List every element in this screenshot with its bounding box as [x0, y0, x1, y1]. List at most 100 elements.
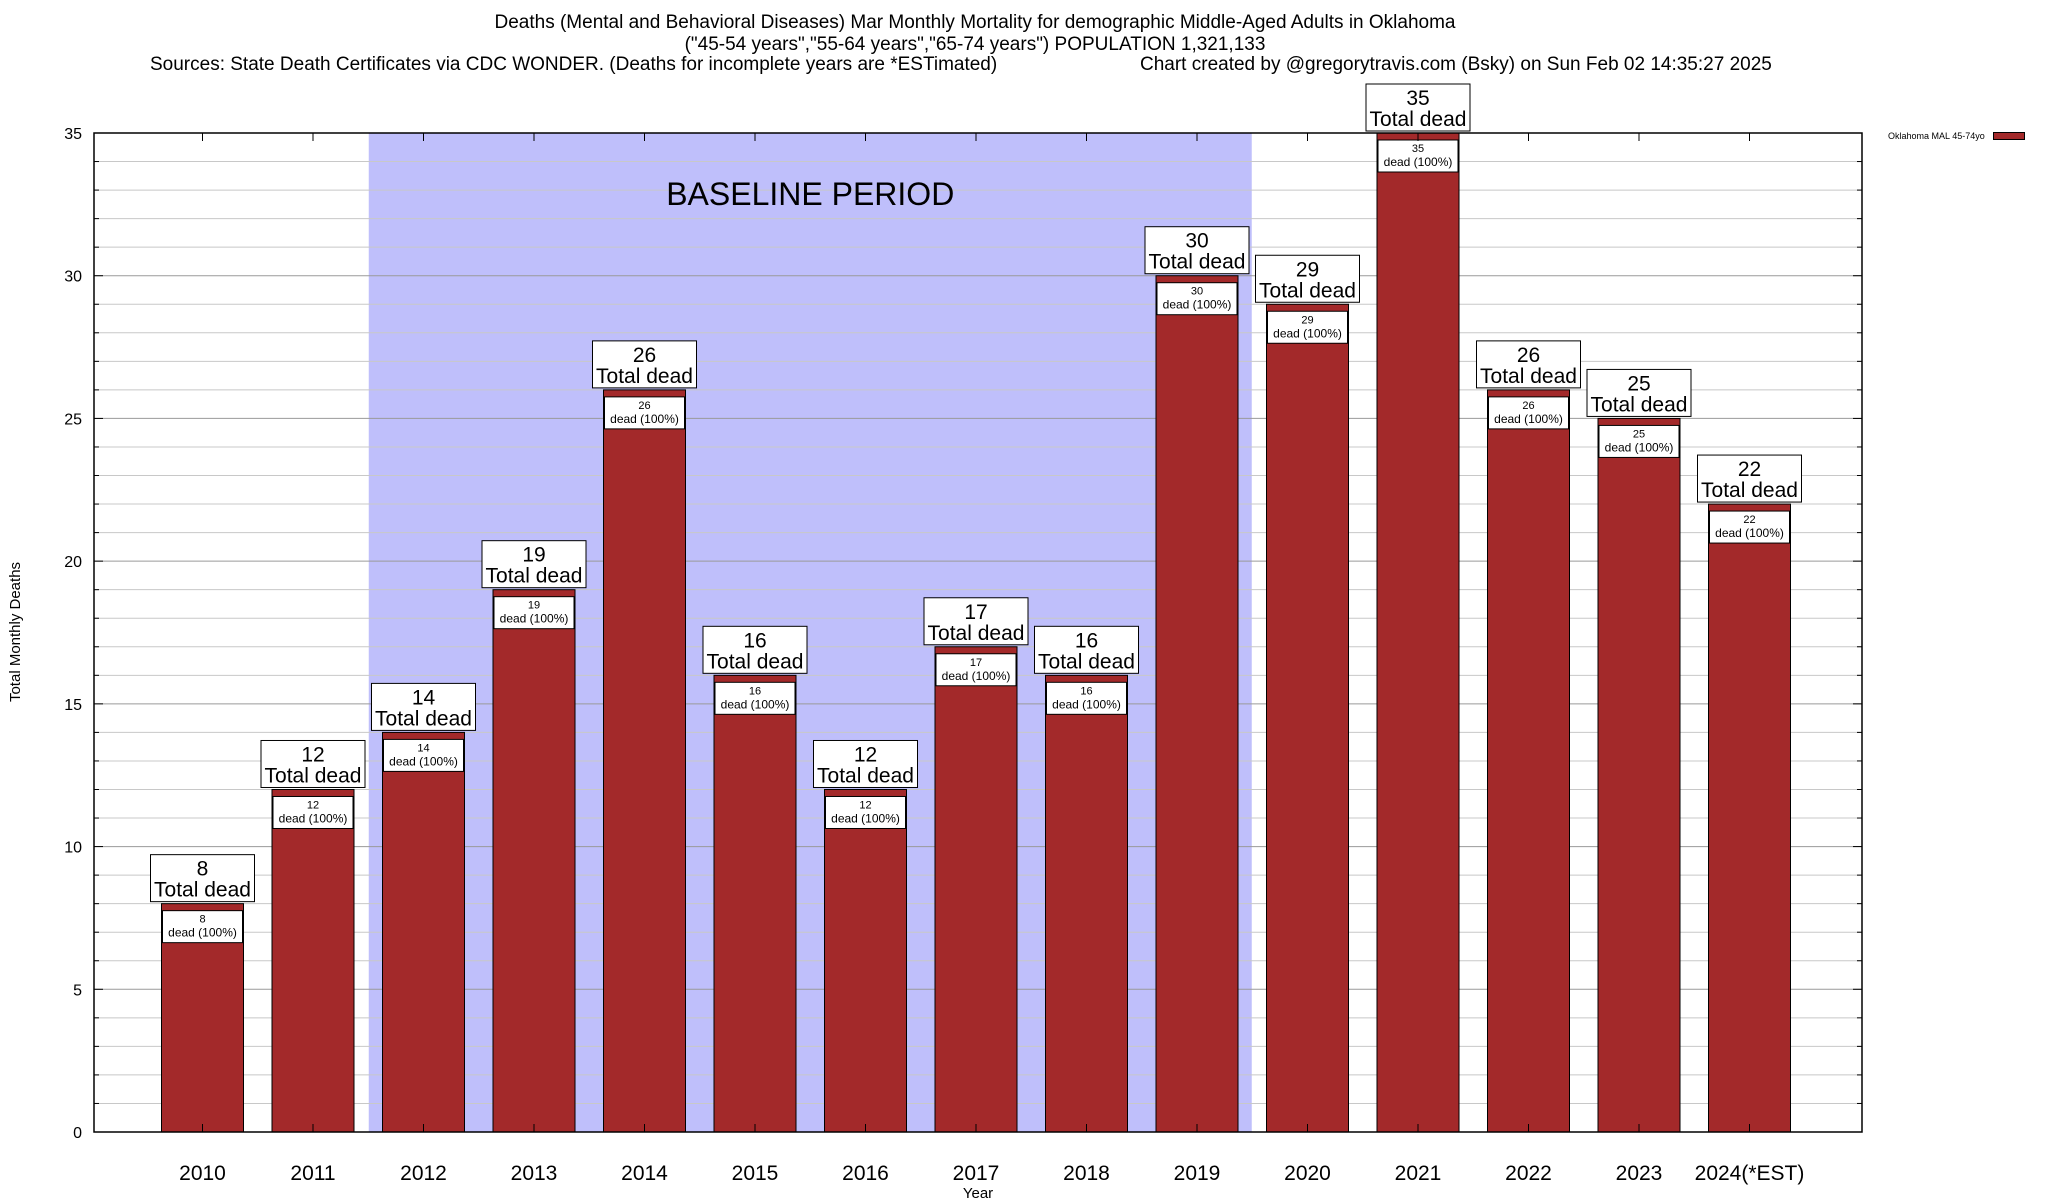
bar [1045, 674, 1128, 1133]
baseline-label: BASELINE PERIOD [666, 176, 954, 212]
y-tick-label: 30 [64, 269, 82, 286]
legend-swatch [1992, 132, 2025, 140]
inner-percent-label: dead (100%) [1715, 526, 1784, 540]
bar [1376, 132, 1460, 1133]
total-label-box [1034, 625, 1139, 674]
x-tick-label: 2019 [1174, 1162, 1221, 1185]
inner-percent-label: dead (100%) [1163, 298, 1232, 312]
total-label-box [813, 739, 918, 788]
inner-percent-label: dead (100%) [942, 669, 1011, 683]
total-label-box [1476, 340, 1581, 389]
total-value-label: 12 [854, 743, 877, 766]
total-dead-label: Total dead [375, 707, 472, 730]
total-label-box [923, 597, 1029, 646]
inner-value-label: 25 [1633, 428, 1645, 440]
bar [1708, 503, 1791, 1133]
inner-value-label: 19 [528, 600, 540, 612]
y-tick-label: 0 [73, 1125, 82, 1142]
inner-label-box [1488, 396, 1569, 430]
x-tick-label: 2014 [621, 1162, 668, 1185]
total-value-label: 19 [522, 544, 545, 567]
y-tick-label: 35 [64, 126, 82, 143]
x-tick-label: 2016 [842, 1162, 889, 1185]
bar [603, 389, 686, 1133]
total-dead-label: Total dead [154, 879, 251, 902]
inner-value-label: 12 [307, 799, 319, 811]
inner-label-box [1046, 681, 1127, 715]
total-dead-label: Total dead [1038, 650, 1135, 673]
chart-title-block: Deaths (Mental and Behavioral Diseases) … [0, 12, 1950, 56]
legend-label: Oklahoma MAL 45-74yo [1888, 131, 1985, 141]
inner-percent-label: dead (100%) [1605, 440, 1674, 454]
chart-source: Sources: State Death Certificates via CD… [150, 54, 998, 75]
total-label-box [1144, 226, 1250, 275]
total-dead-label: Total dead [1591, 393, 1688, 416]
total-label-box [1365, 83, 1471, 132]
total-dead-label: Total dead [596, 365, 693, 388]
bar [492, 589, 576, 1133]
total-label-box [150, 854, 255, 903]
x-tick-label: 2022 [1505, 1162, 1552, 1185]
inner-percent-label: dead (100%) [1384, 155, 1453, 169]
x-tick-label: 2018 [1063, 1162, 1110, 1185]
y-tick-label: 20 [64, 554, 82, 571]
total-value-label: 22 [1738, 458, 1761, 481]
inner-percent-label: dead (100%) [389, 754, 458, 768]
y-axis-label: Total Monthly Deaths [7, 562, 24, 702]
inner-value-label: 26 [638, 400, 650, 412]
inner-percent-label: dead (100%) [610, 412, 679, 426]
bar [382, 731, 465, 1133]
inner-label-box [714, 681, 796, 715]
legend: Oklahoma MAL 45-74yo [1888, 131, 2025, 141]
x-tick-label: 2023 [1616, 1162, 1663, 1185]
x-tick-label: 2010 [179, 1162, 226, 1185]
y-tick-label: 15 [64, 697, 82, 714]
total-value-label: 26 [1517, 344, 1540, 367]
inner-label-box [1709, 510, 1790, 544]
inner-label-box [935, 653, 1017, 687]
bar [1155, 275, 1239, 1133]
inner-value-label: 29 [1301, 314, 1313, 326]
inner-label-box [604, 396, 685, 430]
inner-value-label: 16 [1080, 685, 1092, 697]
total-label-box [702, 625, 808, 674]
chart-title: Deaths (Mental and Behavioral Diseases) … [494, 12, 1456, 33]
total-dead-label: Total dead [817, 764, 914, 787]
inner-percent-label: dead (100%) [279, 811, 348, 825]
total-dead-label: Total dead [1480, 365, 1577, 388]
plot-frame [93, 132, 1863, 1133]
total-label-box [592, 340, 697, 389]
inner-value-label: 17 [970, 657, 982, 669]
inner-label-box [1598, 424, 1680, 458]
inner-label-box [1156, 282, 1238, 316]
inner-label-box [1267, 310, 1348, 344]
bar [713, 674, 797, 1133]
x-tick-label: 2021 [1395, 1162, 1442, 1185]
bar [1597, 417, 1681, 1133]
inner-value-label: 26 [1522, 400, 1534, 412]
inner-label-box [493, 596, 575, 630]
total-value-label: 29 [1296, 258, 1319, 281]
x-tick-label: 2020 [1284, 1162, 1331, 1185]
x-axis-label: Year [963, 1185, 993, 1200]
total-value-label: 17 [964, 601, 987, 624]
chart-subtitle: ("45-54 years","55-64 years","65-74 year… [684, 34, 1266, 55]
total-dead-label: Total dead [707, 650, 804, 673]
total-value-label: 26 [633, 344, 656, 367]
total-value-label: 16 [1075, 629, 1098, 652]
total-label-box [371, 682, 476, 731]
x-tick-label: 2011 [290, 1162, 335, 1185]
inner-value-label: 14 [417, 742, 429, 754]
inner-value-label: 35 [1412, 143, 1424, 155]
inner-percent-label: dead (100%) [1052, 697, 1121, 711]
total-label-box [1586, 368, 1692, 417]
total-value-label: 25 [1627, 372, 1650, 395]
total-dead-label: Total dead [928, 622, 1025, 645]
inner-label-box [272, 795, 354, 829]
inner-label-box [1377, 139, 1459, 173]
x-tick-label: 2015 [732, 1162, 779, 1185]
inner-value-label: 30 [1191, 286, 1203, 298]
total-dead-label: Total dead [265, 764, 362, 787]
x-tick-label: 2012 [400, 1162, 447, 1185]
